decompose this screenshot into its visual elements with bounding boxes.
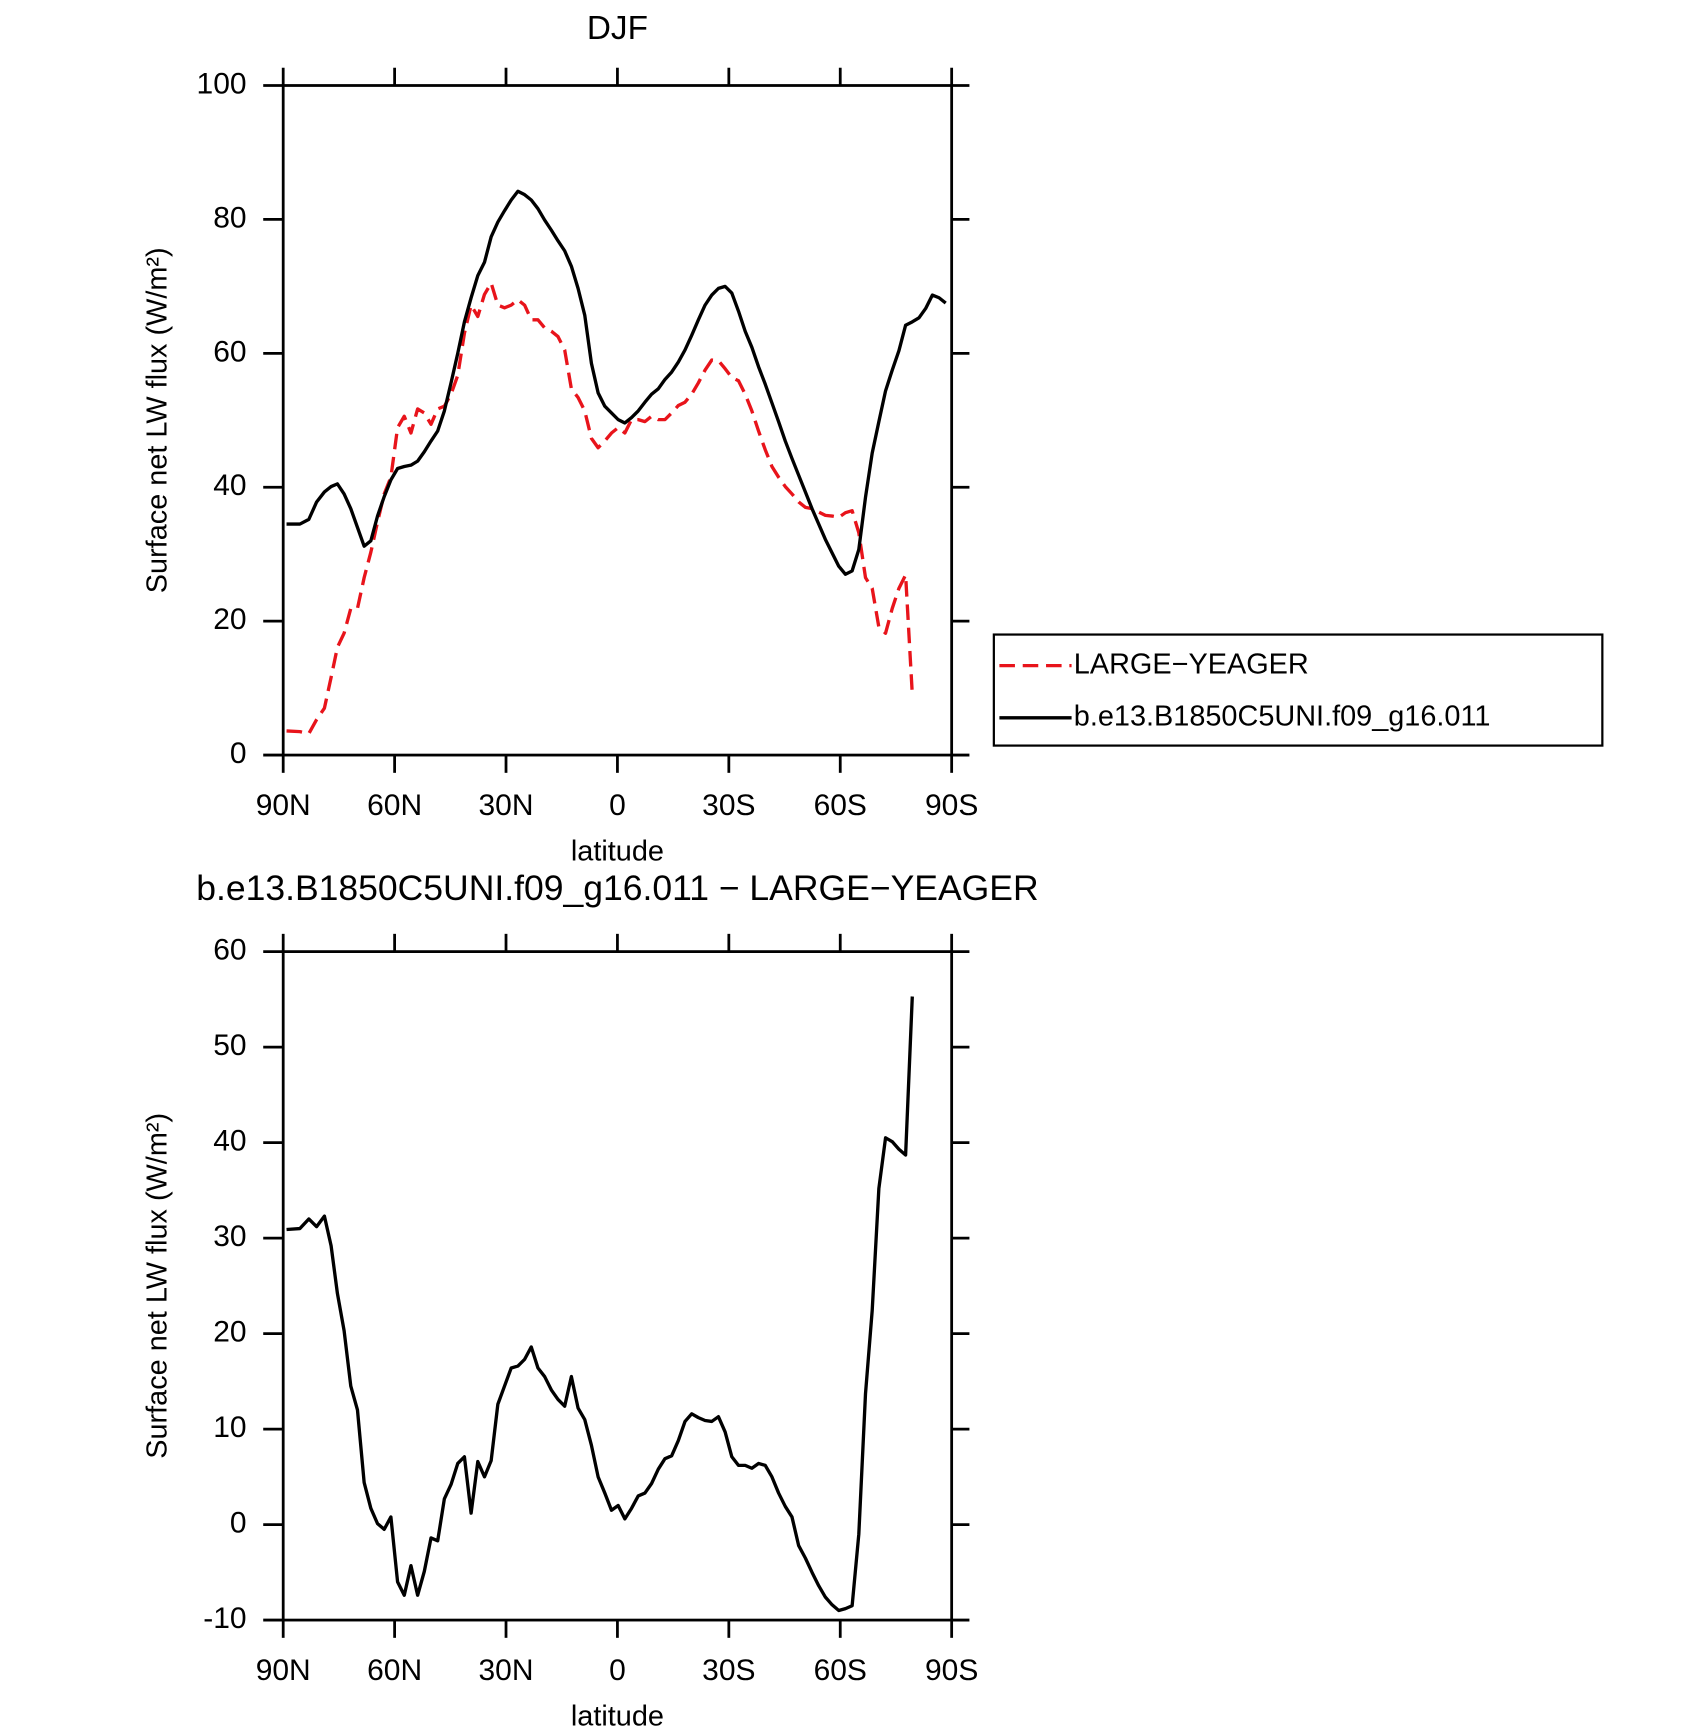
- x-tick-label: 90N: [256, 1654, 311, 1687]
- x-tick-label: 60S: [814, 1654, 867, 1687]
- x-axis-label: latitude: [571, 835, 664, 867]
- chart-title: DJF: [587, 10, 648, 47]
- x-tick-label: 0: [609, 789, 626, 822]
- y-tick-label: -10: [203, 1602, 246, 1635]
- y-tick-label: 60: [213, 335, 246, 368]
- x-tick-label: 0: [609, 1654, 626, 1687]
- legend-label: LARGE−YEAGER: [1074, 648, 1309, 680]
- y-tick-label: 40: [213, 1125, 246, 1158]
- y-axis-label: Surface net LW flux (W/m²): [141, 1113, 173, 1459]
- y-tick-label: 100: [197, 67, 247, 100]
- x-tick-label: 60N: [367, 1654, 422, 1687]
- y-tick-label: 30: [213, 1220, 246, 1253]
- x-tick-label: 30N: [479, 1654, 534, 1687]
- y-tick-label: 20: [213, 603, 246, 636]
- chart-title: b.e13.B1850C5UNI.f09_g16.011 − LARGE−YEA…: [196, 868, 1038, 908]
- plot-frame: [281, 950, 954, 1622]
- data-line: [286, 281, 914, 736]
- y-axis-label: Surface net LW flux (W/m²): [141, 247, 173, 593]
- x-tick-label: 90S: [925, 1654, 978, 1687]
- x-tick-label: 30N: [479, 789, 534, 822]
- x-tick-label: 90S: [925, 789, 978, 822]
- legend-box: [992, 633, 1604, 747]
- x-tick-label: 90N: [256, 789, 311, 822]
- legend-label: b.e13.B1850C5UNI.f09_g16.011: [1074, 700, 1491, 732]
- x-tick-label: 30S: [702, 1654, 755, 1687]
- data-line: [286, 189, 947, 576]
- y-tick-label: 20: [213, 1316, 246, 1349]
- y-tick-label: 10: [213, 1411, 246, 1444]
- x-axis-label: latitude: [571, 1700, 664, 1730]
- y-tick-label: 40: [213, 469, 246, 502]
- x-tick-label: 30S: [702, 789, 755, 822]
- x-tick-label: 60S: [814, 789, 867, 822]
- data-line: [286, 996, 914, 1613]
- x-tick-label: 60N: [367, 789, 422, 822]
- y-tick-label: 0: [230, 737, 247, 770]
- y-tick-label: 60: [213, 934, 246, 967]
- y-tick-label: 80: [213, 201, 246, 234]
- y-tick-label: 50: [213, 1029, 246, 1062]
- y-tick-label: 0: [230, 1506, 247, 1539]
